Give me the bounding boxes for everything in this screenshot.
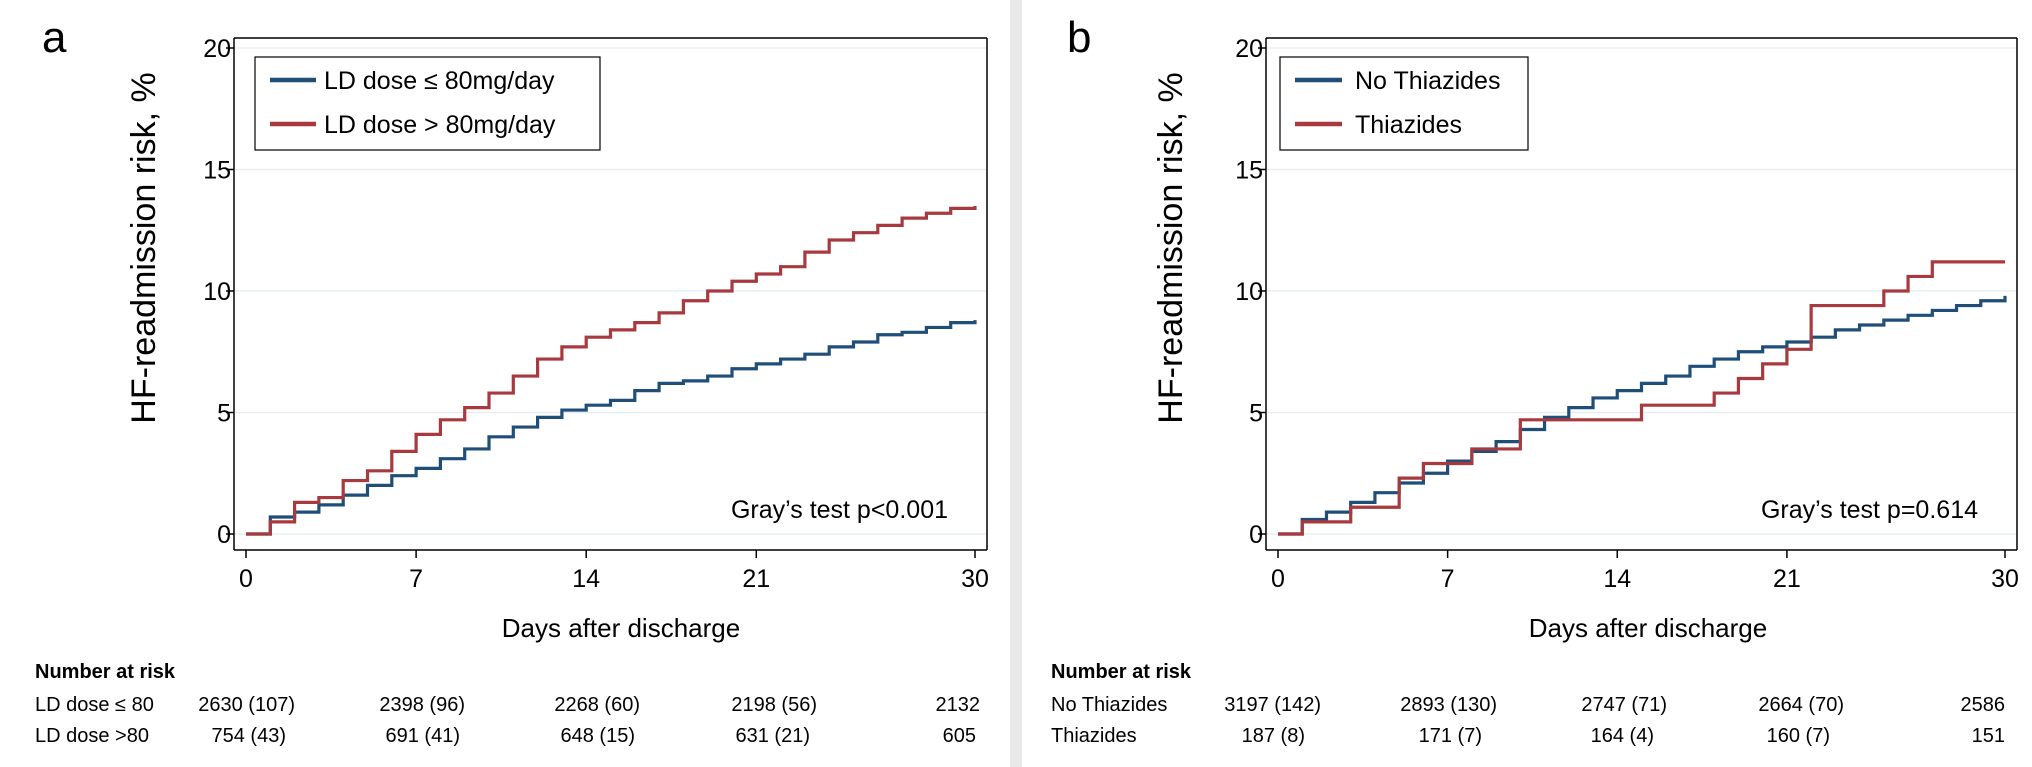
y-tick-label: 5 (217, 400, 231, 428)
risk-cell: 187 (8) (1242, 725, 1305, 747)
y-tick-label: 15 (1235, 157, 1263, 185)
legend-box (254, 56, 601, 151)
risk-cell: 3197 (142) (1224, 694, 1321, 716)
risk-cell: 2132 (936, 694, 981, 716)
risk-cell: 160 (7) (1767, 725, 1830, 747)
risk-table-heading: Number at risk (35, 661, 176, 683)
risk-cell: 151 (1972, 725, 2005, 747)
y-tick-label: 0 (217, 521, 231, 549)
risk-row-label: No Thiazides (1051, 694, 1167, 716)
risk-cell: 2586 (1961, 694, 2006, 716)
legend-label-low-dose: LD dose ≤ 80mg/day (324, 67, 555, 95)
series-line-0 (246, 320, 977, 536)
risk-cell: 2198 (56) (731, 694, 817, 716)
chart-panel-a: a HF-readmission risk, % 0 5 10 15 20 0 7 14 21 3… (0, 0, 1010, 767)
risk-cell: 754 (43) (212, 725, 287, 747)
y-tick-label: 15 (203, 157, 231, 185)
x-axis-title: Days after discharge (1529, 613, 1767, 643)
x-tick-label: 30 (1991, 565, 2019, 593)
risk-cell: 648 (15) (561, 725, 636, 747)
y-tick-label: 10 (203, 278, 231, 306)
y-axis-title: HF-readmission risk, % (1152, 72, 1190, 423)
grays-test-annotation: Gray’s test p<0.001 (731, 496, 948, 524)
series-line-1 (1278, 260, 2005, 536)
x-axis-title: Days after discharge (502, 613, 740, 643)
x-tick-label: 7 (409, 565, 423, 593)
risk-cell: 164 (4) (1591, 725, 1654, 747)
risk-cell: 2747 (71) (1581, 694, 1667, 716)
x-tick-label: 21 (742, 565, 770, 593)
risk-row-label: Thiazides (1051, 725, 1137, 747)
legend-label-no-thiazides: No Thiazides (1355, 67, 1500, 95)
y-tick-label: 20 (1235, 35, 1263, 63)
series-line-1 (246, 205, 977, 536)
x-tick-label: 0 (239, 565, 253, 593)
x-tick-label: 7 (1441, 565, 1455, 593)
risk-row-label: LD dose ≤ 80 (35, 694, 154, 716)
risk-cell: 691 (41) (386, 725, 461, 747)
y-tick-label: 20 (203, 35, 231, 63)
chart-svg-b: b HF-readmission risk, % 0 5 10 15 20 0 7 14 21 3… (1051, 13, 2019, 747)
risk-cell: 171 (7) (1419, 725, 1482, 747)
grays-test-annotation: Gray’s test p=0.614 (1761, 496, 1978, 524)
panel-label: a (42, 13, 67, 62)
x-tick-label: 14 (1603, 565, 1631, 593)
y-tick-label: 5 (1249, 400, 1263, 428)
risk-cell: 605 (943, 725, 976, 747)
y-axis-title: HF-readmission risk, % (125, 72, 163, 423)
risk-cell: 2664 (70) (1758, 694, 1844, 716)
risk-cell: 2398 (96) (379, 694, 465, 716)
y-tick-label: 10 (1235, 278, 1263, 306)
panel-label: b (1067, 13, 1091, 62)
x-tick-label: 14 (572, 565, 600, 593)
legend-box (1279, 56, 1529, 151)
risk-table-heading: Number at risk (1051, 661, 1192, 683)
x-tick-label: 30 (961, 565, 989, 593)
y-tick-label: 0 (1249, 521, 1263, 549)
x-tick-label: 21 (1773, 565, 1801, 593)
risk-cell: 2630 (107) (198, 694, 295, 716)
x-tick-label: 0 (1271, 565, 1285, 593)
risk-cell: 2893 (130) (1400, 694, 1497, 716)
risk-row-label: LD dose >80 (35, 725, 149, 747)
chart-panel-b: b HF-readmission risk, % 0 5 10 15 20 0 7 14 21 3… (1022, 0, 2032, 767)
risk-cell: 2268 (60) (554, 694, 640, 716)
risk-cell: 631 (21) (736, 725, 811, 747)
legend-label-high-dose: LD dose > 80mg/day (324, 111, 556, 139)
legend-label-thiazides: Thiazides (1355, 111, 1462, 139)
